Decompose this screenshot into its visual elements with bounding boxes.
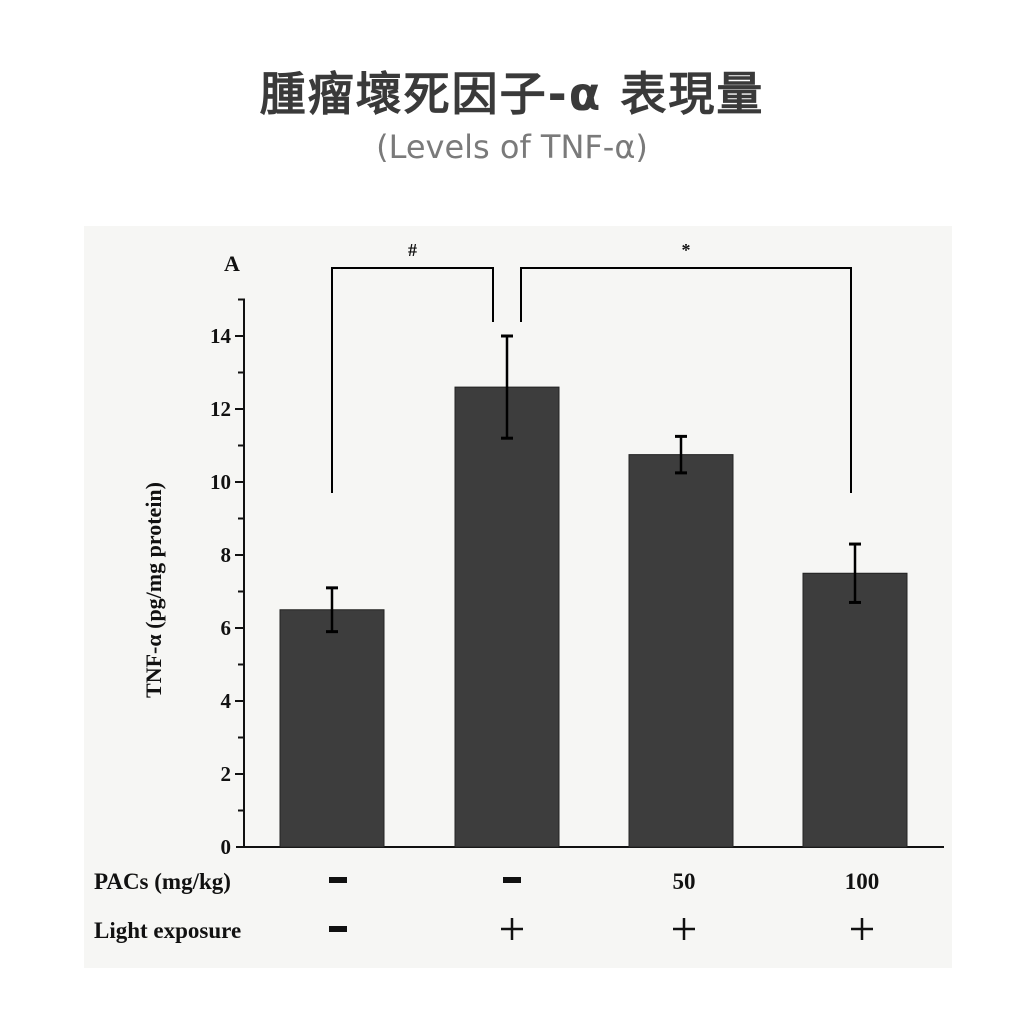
light-minus bbox=[329, 926, 347, 932]
condition-table: PACs (mg/kg) Light exposure 50 100 bbox=[94, 869, 879, 943]
significance-brackets: # * bbox=[331, 240, 852, 493]
pacs-row-label: PACs (mg/kg) bbox=[94, 869, 231, 894]
bar bbox=[279, 609, 385, 848]
pacs-minus bbox=[503, 877, 521, 883]
chart-figure: A TNF-α (pg/mg protein) 0 2 4 6 8 10 12 14 # * P… bbox=[84, 226, 952, 968]
significance-label: # bbox=[408, 240, 417, 260]
y-tick-label: 0 bbox=[221, 835, 232, 859]
page-title: 腫瘤壞死因子-α 表現量 bbox=[259, 67, 765, 121]
pacs-value: 50 bbox=[673, 869, 696, 894]
y-tick-label: 6 bbox=[221, 616, 232, 640]
bar bbox=[802, 572, 908, 848]
pacs-value: 100 bbox=[845, 869, 880, 894]
page-subtitle: (Levels of TNF-α) bbox=[376, 128, 648, 166]
bars bbox=[279, 334, 908, 848]
y-tick-label: 2 bbox=[221, 762, 232, 786]
y-tick-label: 4 bbox=[221, 689, 232, 713]
significance-bracket bbox=[520, 267, 852, 493]
bar bbox=[454, 386, 560, 848]
significance-bracket bbox=[331, 267, 494, 493]
bar bbox=[628, 454, 734, 848]
y-tick-label: 14 bbox=[210, 324, 232, 348]
y-tick-label: 10 bbox=[210, 470, 231, 494]
y-axis-label: TNF-α (pg/mg protein) bbox=[141, 482, 166, 698]
y-tick-label: 8 bbox=[221, 543, 232, 567]
panel-label: A bbox=[224, 251, 240, 276]
significance-label: * bbox=[682, 240, 691, 260]
light-row-label: Light exposure bbox=[94, 918, 241, 943]
y-tick-label: 12 bbox=[210, 397, 231, 421]
pacs-minus bbox=[329, 877, 347, 883]
